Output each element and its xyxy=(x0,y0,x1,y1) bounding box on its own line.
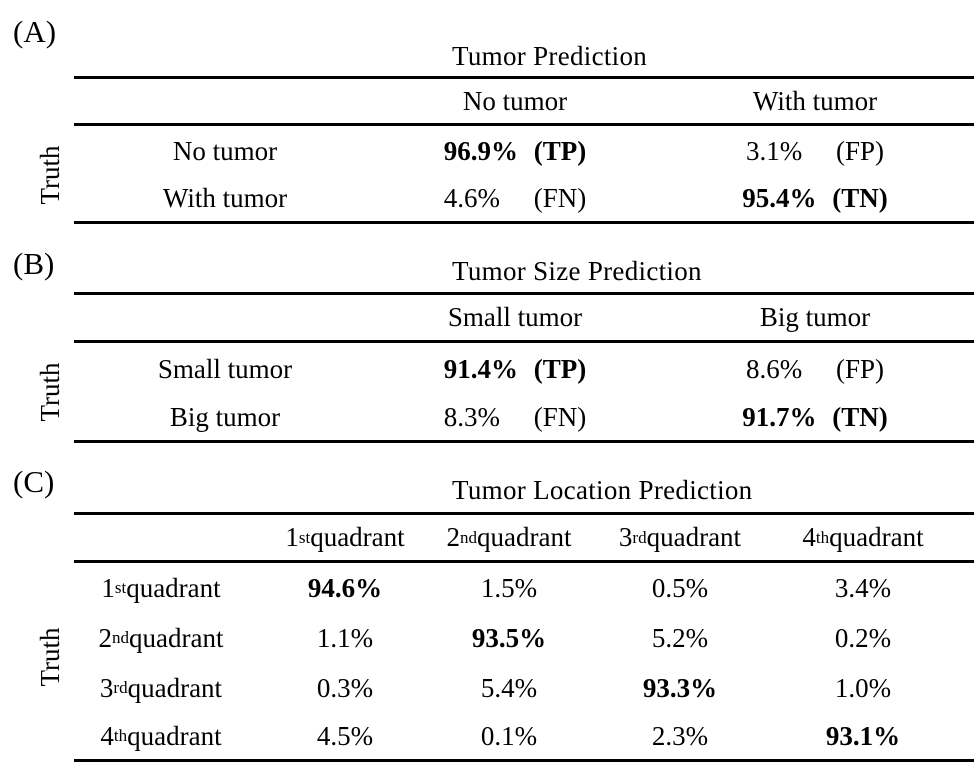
table-tumor-size-prediction: Tumor Size Prediction Small tumor Big tu… xyxy=(74,251,974,443)
column-header-small-tumor: Small tumor xyxy=(447,302,583,332)
matrix-cell-fp: 3.1% (FP) xyxy=(745,135,884,166)
matrix-cell: 0.1% xyxy=(480,720,538,751)
matrix-cell: 5.4% xyxy=(480,672,538,703)
matrix-cell: 93.5% xyxy=(471,622,547,653)
matrix-cell-tp: 96.9% (TP) xyxy=(443,135,587,166)
corner-cell xyxy=(74,295,360,340)
matrix-cell-tp: 91.4% (TP) xyxy=(443,353,587,384)
table-rule xyxy=(74,512,974,515)
table-rule xyxy=(74,560,974,563)
row-header: With tumor xyxy=(162,183,288,213)
panel-label-c: (C) xyxy=(13,464,55,499)
matrix-cell-fn: 4.6% (FN) xyxy=(443,183,587,213)
panel-label-b: (B) xyxy=(13,246,55,281)
matrix-cell: 0.3% xyxy=(316,672,374,703)
matrix-cell-tn: 95.4% (TN) xyxy=(742,183,888,213)
matrix-cell: 4.5% xyxy=(316,720,374,751)
corner-cell xyxy=(74,515,266,560)
column-header-with-tumor: With tumor xyxy=(752,85,878,116)
matrix-cell: 1.1% xyxy=(316,622,374,653)
table-title-c: Tumor Location Prediction xyxy=(452,474,753,505)
table-row: Small tumor 91.4% (TP) 8.6% (FP) xyxy=(74,343,974,395)
matrix-cell: 94.6% xyxy=(307,572,383,603)
matrix-cell: 1.5% xyxy=(480,572,538,603)
table-title-a: Tumor Prediction xyxy=(452,40,648,71)
row-header: Small tumor xyxy=(157,353,293,384)
matrix-cell-fn: 8.3% (FN) xyxy=(443,402,587,432)
table-rule xyxy=(74,440,974,443)
matrix-cell: 93.1% xyxy=(825,720,901,751)
table-rule xyxy=(74,76,974,79)
row-header: No tumor xyxy=(172,135,278,166)
column-header-big-tumor: Big tumor xyxy=(759,302,871,332)
table-row: With tumor 4.6% (FN) 95.4% (TN) xyxy=(74,176,974,221)
row-header: Big tumor xyxy=(169,402,281,432)
table-title-b: Tumor Size Prediction xyxy=(452,256,702,286)
header-row: No tumor With tumor xyxy=(74,79,974,123)
table-rule xyxy=(74,221,974,224)
header-row: Small tumor Big tumor xyxy=(74,295,974,340)
table-row: No tumor 96.9% (TP) 3.1% (FP) xyxy=(74,126,974,176)
matrix-cell: 0.5% xyxy=(651,572,709,603)
matrix-cell: 2.3% xyxy=(651,720,709,751)
table-row: Big tumor 8.3% (FN) 91.7% (TN) xyxy=(74,395,974,440)
truth-axis-label-c: Truth xyxy=(34,627,65,687)
matrix-cell: 1.0% xyxy=(834,672,892,703)
matrix-cell: 93.3% xyxy=(642,672,718,703)
matrix-cell: 0.2% xyxy=(834,622,892,653)
table-rule xyxy=(74,123,974,126)
table-rule xyxy=(74,292,974,295)
corner-cell xyxy=(74,79,360,123)
matrix-cell-fp: 8.6% (FP) xyxy=(745,353,884,384)
table-tumor-prediction: Tumor Prediction No tumor With tumor No … xyxy=(74,36,974,224)
matrix-cell: 5.2% xyxy=(651,622,709,653)
table-rule xyxy=(74,759,974,762)
truth-axis-label-b: Truth xyxy=(34,362,65,422)
matrix-cell: 3.4% xyxy=(834,572,892,603)
truth-axis-label-a: Truth xyxy=(34,145,65,205)
matrix-cell-tn: 91.7% (TN) xyxy=(742,402,888,432)
column-header-no-tumor: No tumor xyxy=(462,85,568,116)
panel-label-a: (A) xyxy=(13,14,57,49)
table-rule xyxy=(74,340,974,343)
